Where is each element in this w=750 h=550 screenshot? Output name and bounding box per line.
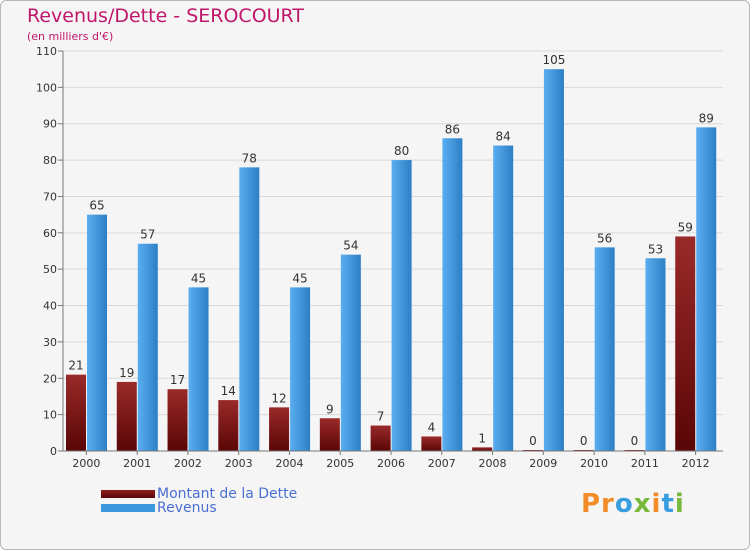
y-tick-label: 90: [43, 118, 57, 131]
y-tick-label: 80: [43, 154, 57, 167]
data-label: 65: [89, 199, 104, 213]
bar-revenus-2012: [696, 127, 717, 451]
x-tick-label: 2005: [326, 457, 354, 470]
y-tick-label: 40: [43, 300, 57, 313]
x-tick-label: 2011: [631, 457, 659, 470]
y-tick-label: 20: [43, 372, 57, 385]
data-labels: 21 65 19 57 17 45 14 78 12 45 9 54 7 80 4 86 1 84 0 105 0 56 0…: [68, 53, 714, 448]
legend: Montant de la Dette Revenus: [101, 487, 297, 515]
data-label: 21: [68, 359, 83, 373]
data-label: 0: [631, 434, 639, 448]
bar-dette-2008: [472, 447, 493, 451]
bar-revenus-2003: [239, 167, 260, 451]
data-label: 14: [221, 384, 236, 398]
bar-dette-2012: [675, 236, 696, 451]
legend-item-debt: Montant de la Dette: [101, 487, 297, 501]
data-label: 17: [170, 373, 185, 387]
data-label: 45: [191, 271, 206, 285]
data-label: 0: [580, 434, 588, 448]
x-tick-label: 2012: [682, 457, 710, 470]
data-label: 59: [678, 220, 693, 234]
x-tick-label: 2002: [174, 457, 202, 470]
data-label: 105: [542, 53, 565, 67]
bar-revenus-2011: [645, 258, 666, 451]
y-tick-label: 70: [43, 190, 57, 203]
bar-dette-2002: [167, 389, 188, 451]
data-label: 86: [445, 122, 460, 136]
bar-revenus-2004: [290, 287, 311, 451]
x-tick-label: 2007: [428, 457, 456, 470]
y-axis-ticks: 0 10 20 30 40 50 60 70 80 90 100 110: [36, 45, 64, 458]
bar-revenus-2002: [188, 287, 209, 451]
y-tick-label: 10: [43, 409, 57, 422]
bar-revenus-2000: [87, 214, 107, 451]
data-label: 45: [292, 271, 307, 285]
y-tick-label: 110: [36, 45, 57, 58]
legend-item-revenus: Revenus: [101, 501, 297, 515]
data-label: 7: [377, 410, 385, 424]
x-tick-label: 2001: [123, 457, 151, 470]
bars: [66, 69, 717, 452]
data-label: 80: [394, 144, 409, 158]
bar-dette-2007: [421, 436, 442, 451]
y-tick-label: 100: [36, 81, 57, 94]
data-label: 84: [496, 130, 511, 144]
x-tick-label: 2008: [479, 457, 507, 470]
bar-revenus-2001: [137, 243, 158, 451]
data-label: 0: [529, 434, 537, 448]
data-label: 57: [140, 228, 155, 242]
bar-dette-2000: [66, 374, 86, 451]
x-tick-label: 2009: [529, 457, 557, 470]
proxiti-logo: Proxiti: [581, 489, 685, 519]
data-label: 78: [242, 151, 257, 165]
data-label: 54: [343, 239, 358, 253]
y-tick-label: 30: [43, 336, 57, 349]
x-tick-label: 2003: [225, 457, 253, 470]
bar-revenus-2010: [594, 247, 615, 451]
bar-revenus-2005: [340, 254, 361, 451]
y-tick-label: 50: [43, 263, 57, 276]
chart-title: Revenus/Dette - SEROCOURT: [27, 5, 304, 27]
data-label: 56: [597, 231, 612, 245]
bar-revenus-2007: [442, 138, 463, 452]
x-tick-label: 2004: [275, 457, 303, 470]
bar-dette-2001: [116, 381, 137, 451]
bar-dette-2006: [370, 425, 391, 451]
data-label: 19: [119, 366, 134, 380]
bar-dette-2004: [269, 407, 290, 451]
chart-subtitle: (en milliers d'€): [27, 30, 114, 43]
data-label: 1: [478, 431, 486, 445]
bar-dette-2005: [319, 418, 340, 451]
data-label: 4: [428, 420, 436, 434]
x-tick-label: 2006: [377, 457, 405, 470]
data-label: 9: [326, 402, 334, 416]
legend-swatch-debt: [101, 490, 155, 498]
x-tick-label: 2010: [580, 457, 608, 470]
bar-dette-2003: [218, 400, 239, 451]
x-axis-ticks: 2000 2001 2002 2003 2004 2005 2006 2007 2008 2009…: [63, 450, 723, 470]
bar-revenus-2008: [493, 145, 514, 451]
bar-revenus-2009: [543, 69, 564, 451]
data-label: 12: [271, 391, 286, 405]
legend-label-debt: Montant de la Dette: [157, 486, 298, 502]
bar-revenus-2006: [391, 160, 412, 451]
x-tick-label: 2000: [72, 457, 100, 470]
legend-swatch-revenus: [101, 504, 155, 512]
legend-label-revenus: Revenus: [157, 500, 217, 516]
y-tick-label: 0: [50, 445, 57, 458]
data-label: 53: [648, 242, 663, 256]
data-label: 89: [699, 111, 714, 125]
y-tick-label: 60: [43, 227, 57, 240]
